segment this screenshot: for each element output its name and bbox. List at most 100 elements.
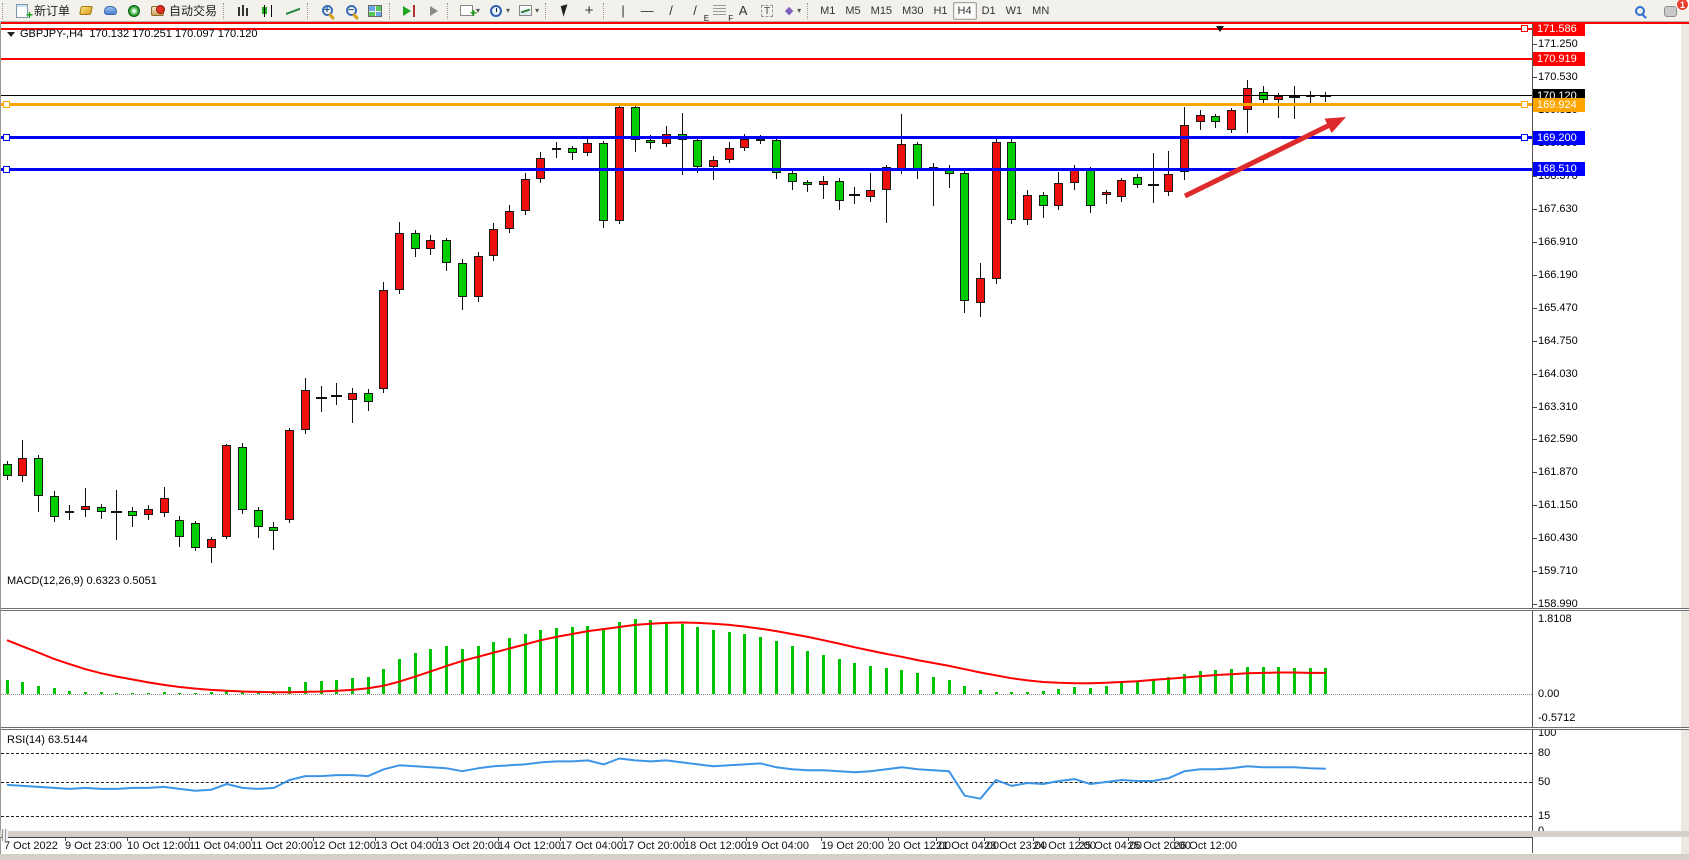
line-handle[interactable] [1521, 101, 1528, 109]
horizontal-line-object[interactable] [1, 167, 1532, 171]
tile-windows-button[interactable] [363, 1, 387, 21]
clock-icon [490, 4, 503, 17]
chart-shift-button[interactable] [421, 1, 445, 21]
notifications-button[interactable]: 1 [1658, 0, 1689, 21]
indicators-button[interactable]: ▾ [455, 1, 484, 21]
tab-timeframe-D1[interactable]: D1 [981, 4, 996, 17]
candle-bullish [473, 256, 483, 298]
candle-bullish [1101, 192, 1111, 195]
vertical-line-button[interactable]: | [611, 1, 635, 21]
trend-arrow-line[interactable] [1183, 121, 1333, 199]
templates-button[interactable]: ▾ [514, 1, 543, 21]
macd-histogram-bar [806, 650, 810, 694]
price-tick-label: 161.870 [1538, 466, 1578, 479]
bar-chart-icon [237, 4, 251, 17]
tab-timeframe-MN[interactable]: MN [1032, 4, 1050, 17]
line-handle[interactable] [1521, 134, 1528, 142]
tab-timeframe-M5[interactable]: M5 [845, 4, 861, 17]
horizontal-line-object[interactable] [1, 27, 1532, 30]
candle-doji [849, 193, 861, 196]
cursor-button[interactable] [553, 1, 577, 21]
macd-histogram-bar [209, 692, 213, 694]
macd-histogram-bar [523, 634, 527, 694]
fibonacci-button[interactable]: F [707, 1, 733, 23]
candle-bullish [520, 178, 530, 211]
market-watch-button[interactable] [74, 1, 98, 21]
date-tick-mark [251, 837, 252, 841]
horizontal-line-button[interactable]: — [635, 1, 659, 21]
macd-histogram-bar [178, 692, 182, 694]
periods-button[interactable]: ▾ [484, 1, 514, 21]
price-tick-mark [1532, 275, 1537, 277]
date-tick-mark [375, 837, 376, 841]
macd-histogram-bar [617, 621, 621, 694]
date-tick-mark [1174, 837, 1175, 841]
date-label: 21 Oct 04:00 [936, 840, 999, 852]
bar-chart-button[interactable] [231, 1, 256, 21]
rsi-axis-label: 15 [1538, 810, 1551, 823]
date-label: 9 Oct 23:00 [65, 840, 122, 852]
line-handle[interactable] [3, 165, 10, 173]
current-price-line[interactable] [1, 95, 1532, 97]
search-button[interactable] [1628, 1, 1652, 21]
horizontal-line-object[interactable] [1, 136, 1532, 140]
zoom-out-button[interactable]: − [339, 1, 363, 21]
date-label: 24 Oct 12:00 [1033, 840, 1096, 852]
text-label-icon: T [761, 4, 774, 17]
indicators-icon [460, 5, 477, 20]
autotrading-button[interactable]: 自动交易 [146, 1, 221, 21]
line-handle[interactable] [3, 134, 10, 142]
toolbar-grip [447, 2, 453, 19]
macd-histogram-bar [602, 627, 606, 694]
candlestick-chart-button[interactable] [256, 1, 281, 21]
signals-button[interactable] [122, 1, 146, 21]
date-label: 11 Oct 20:00 [251, 840, 314, 852]
tab-timeframe-H4[interactable]: H4 [952, 1, 977, 20]
price-tick-label: 160.430 [1538, 532, 1578, 545]
channel-button[interactable]: / E [683, 1, 709, 23]
tab-timeframe-H1[interactable]: H1 [933, 4, 948, 17]
cloud-sync-button[interactable] [98, 1, 122, 21]
trendline-button[interactable]: / [659, 1, 683, 21]
arrows-button[interactable]: ◆ ▾ [779, 1, 805, 21]
candle-bullish [614, 106, 624, 221]
tab-timeframe-M15[interactable]: M15 [870, 4, 893, 17]
line-handle[interactable] [1521, 25, 1528, 33]
date-tick-mark [622, 837, 623, 841]
text-button[interactable]: A [731, 1, 755, 21]
rsi-panel-separator[interactable] [1, 727, 1689, 730]
macd-histogram-bar [664, 622, 668, 694]
horizontal-line-object[interactable] [1, 21, 1689, 24]
price-tick-mark [1532, 307, 1537, 309]
zoom-in-button[interactable]: + [315, 1, 339, 21]
chart-window[interactable]: GBPJPY-,H4 170.132 170.251 170.097 170.1… [0, 21, 1689, 854]
tab-timeframe-W1[interactable]: W1 [1005, 4, 1023, 17]
chart-title-row: GBPJPY-,H4 170.132 170.251 170.097 170.1… [7, 28, 258, 40]
candle-bearish [442, 240, 452, 264]
macd-histogram-bar [21, 682, 25, 694]
macd-histogram-bar [319, 680, 323, 694]
trend-arrow-head[interactable] [1324, 117, 1347, 133]
line-chart-button[interactable] [281, 1, 305, 21]
tab-timeframe-M30[interactable]: M30 [902, 4, 924, 17]
macd-histogram-bar [162, 691, 166, 694]
candle-bearish [96, 507, 106, 513]
text-label-button[interactable]: T [755, 1, 779, 21]
candle-wick [116, 490, 118, 540]
horizontal-line-icon: — [640, 2, 654, 18]
new-order-button[interactable]: 新订单 [10, 1, 74, 22]
horizontal-line-object[interactable] [1, 58, 1532, 61]
line-handle[interactable] [3, 101, 10, 109]
gold-widget-icon [79, 6, 93, 15]
auto-scroll-button[interactable] [397, 1, 421, 21]
macd-histogram-bar [837, 658, 841, 694]
candle-bullish [1023, 194, 1032, 220]
candle-wick [1168, 150, 1170, 197]
crosshair-button[interactable]: + [577, 1, 601, 21]
chart-menu-icon[interactable] [7, 31, 15, 37]
candle-wick [273, 522, 275, 550]
tab-timeframe-M1[interactable]: M1 [820, 4, 836, 17]
candle-wick [822, 176, 824, 199]
horizontal-line-object[interactable] [1, 103, 1532, 107]
macd-panel-separator[interactable] [1, 608, 1689, 611]
